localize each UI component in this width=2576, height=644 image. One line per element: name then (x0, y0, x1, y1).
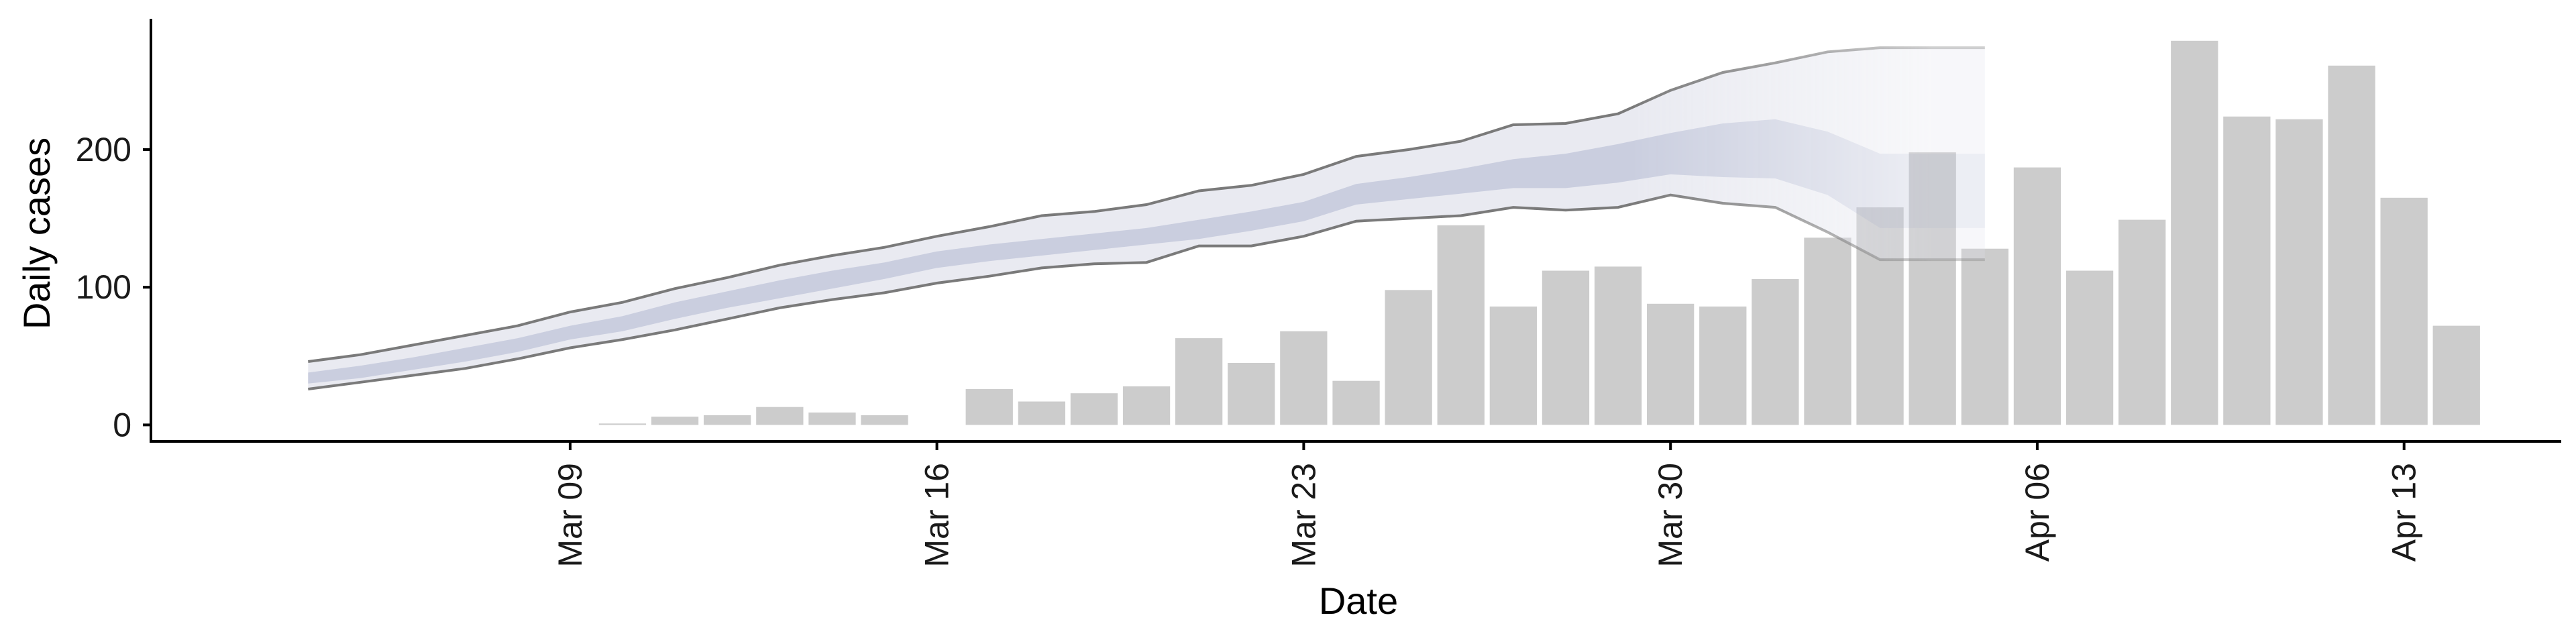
bar (2380, 197, 2428, 425)
bar (1385, 290, 1432, 425)
bar (2275, 119, 2323, 425)
bar (1647, 303, 1695, 425)
bar (1175, 338, 1223, 425)
bar (2065, 270, 2114, 425)
bar (1594, 266, 1642, 425)
bar (1489, 306, 1537, 425)
y-tick-label: 0 (113, 406, 131, 443)
y-ticks: 0 100 200 (76, 131, 151, 443)
bar (2013, 167, 2061, 425)
bar (861, 415, 908, 425)
x-tick-label: Mar 09 (551, 463, 589, 568)
x-tick-label: Apr 13 (2385, 463, 2423, 561)
y-tick-label: 100 (76, 268, 131, 306)
bar (1804, 237, 1851, 425)
y-axis-title: Daily cases (15, 138, 58, 329)
x-tick-label: Mar 23 (1285, 463, 1322, 568)
nowcast-bands (308, 48, 1985, 389)
axes: 0 100 200 Mar 09 Mar 16 Mar 23 Mar 30 Apr 06 Ap… (76, 19, 2561, 568)
bar (1280, 331, 1328, 425)
bar (2328, 65, 2375, 425)
bar (704, 415, 751, 425)
bar (1752, 278, 1799, 425)
bar (598, 423, 647, 425)
bar (1122, 386, 1171, 425)
x-axis-title: Date (1319, 580, 1398, 622)
bar (1542, 270, 1590, 425)
x-ticks: Mar 09 Mar 16 Mar 23 Mar 30 Apr 06 Apr 13 (551, 441, 2423, 568)
bar (1332, 380, 1380, 425)
bar (808, 412, 856, 425)
upper-bound-line (308, 46, 1985, 363)
bar (1437, 225, 1485, 425)
bar (2171, 40, 2218, 425)
bar (1961, 248, 2008, 425)
bar (1228, 363, 1275, 425)
bar (1070, 393, 1118, 425)
inner-interval-band (308, 119, 1985, 384)
bar (965, 389, 1013, 425)
bar (1018, 401, 1065, 425)
bar (651, 417, 699, 425)
bar (756, 407, 804, 425)
x-tick-label: Mar 16 (918, 463, 956, 568)
bar (2432, 325, 2480, 425)
lower-bound-line (308, 193, 1985, 390)
y-tick-label: 200 (76, 131, 131, 168)
bar (2118, 219, 2166, 425)
observed-bars (598, 40, 2480, 425)
bar (1699, 306, 1747, 425)
nowcast-bounds (308, 46, 1985, 390)
x-tick-label: Apr 06 (2019, 463, 2056, 561)
bar (2223, 116, 2271, 425)
x-tick-label: Mar 30 (1652, 463, 1689, 568)
